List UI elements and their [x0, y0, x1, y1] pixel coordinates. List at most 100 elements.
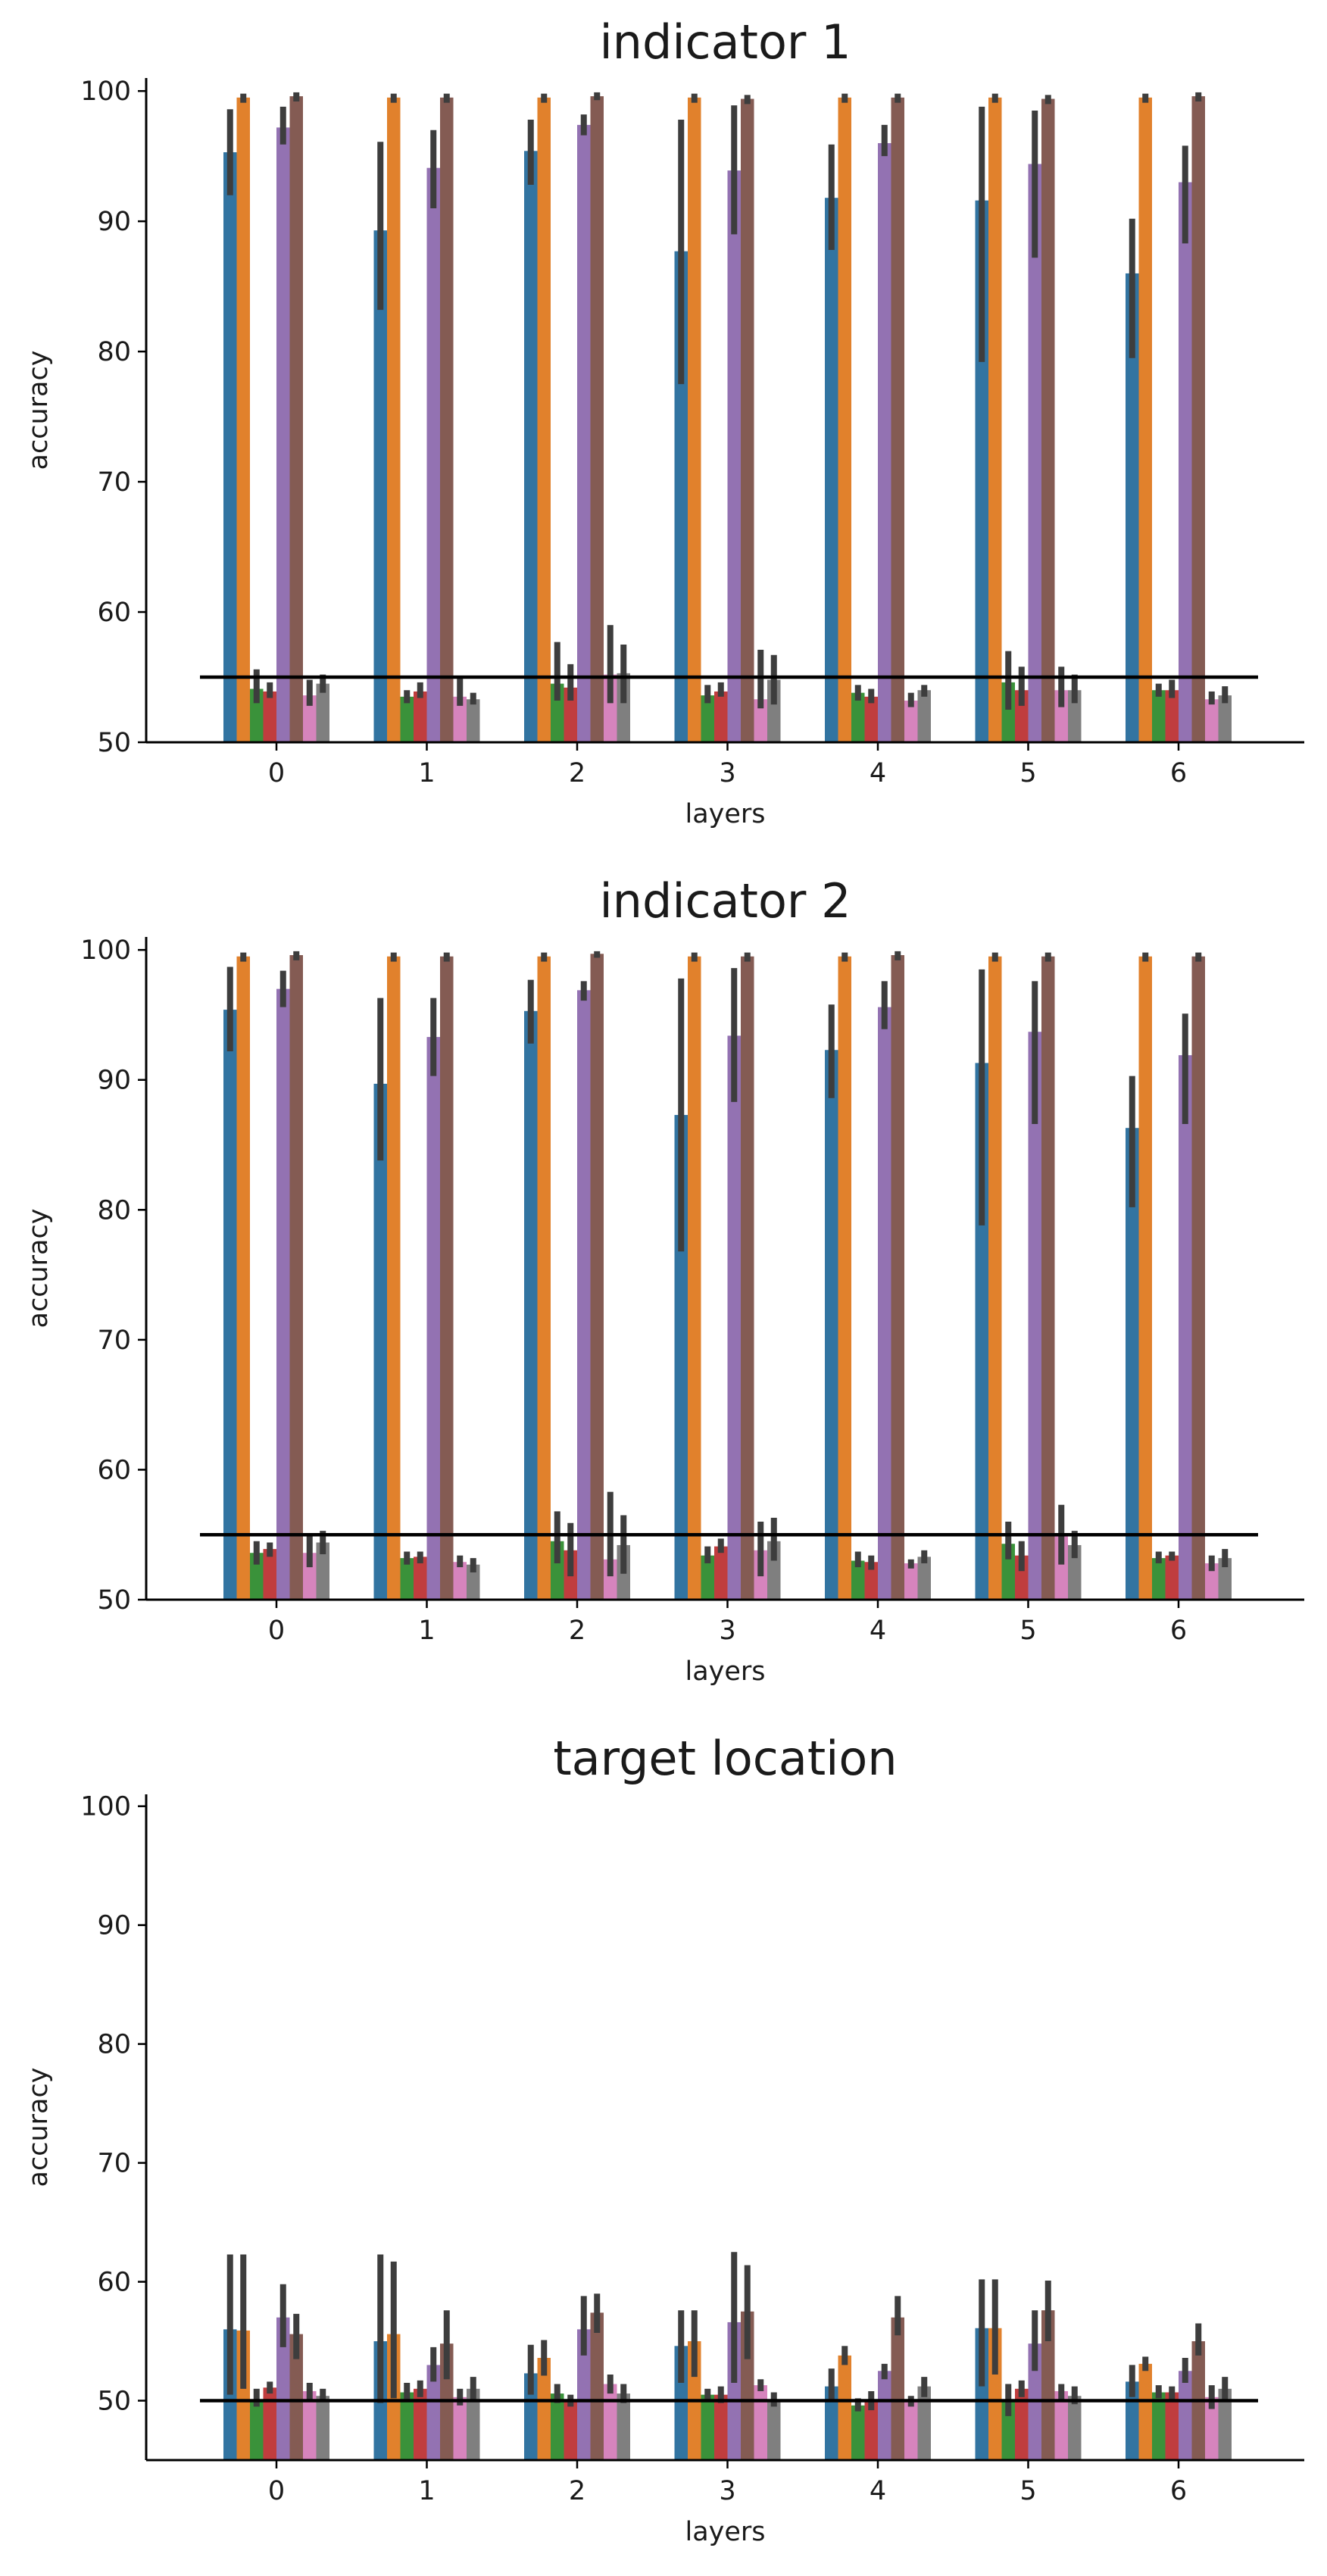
bar	[289, 2334, 303, 2460]
x-tick-label: 0	[268, 2476, 285, 2506]
bar	[276, 2317, 290, 2460]
bar	[1054, 2390, 1068, 2460]
bar	[1165, 1555, 1179, 1600]
bar	[701, 695, 714, 742]
bar	[674, 2346, 688, 2460]
bar	[714, 1546, 728, 1600]
bar	[1068, 690, 1082, 742]
bar	[1205, 1563, 1219, 1600]
bar	[838, 2355, 851, 2460]
bar	[1015, 2388, 1029, 2460]
bar	[467, 2388, 480, 2460]
bar	[741, 2311, 754, 2460]
bar	[1152, 2392, 1166, 2460]
bar	[414, 691, 427, 742]
bar	[767, 1541, 781, 1600]
y-tick-label: 50	[97, 1585, 131, 1616]
bar	[316, 683, 329, 742]
y-tick-label: 60	[97, 2268, 131, 2298]
bar	[825, 198, 838, 742]
bar	[373, 230, 387, 742]
bar	[754, 2385, 767, 2460]
y-tick-label: 80	[97, 337, 131, 367]
bar	[825, 1050, 838, 1600]
bar	[400, 2392, 414, 2460]
bar	[524, 151, 538, 743]
bar	[577, 990, 591, 1600]
bar	[223, 152, 237, 742]
bar	[303, 1553, 317, 1600]
bar	[564, 687, 577, 742]
bar	[551, 683, 564, 742]
bar	[289, 955, 303, 1600]
bar	[988, 956, 1002, 1600]
chart-title: indicator 1	[599, 14, 851, 70]
bar	[577, 2329, 591, 2460]
bar	[714, 2394, 728, 2460]
bar	[1041, 98, 1055, 742]
bar	[1218, 2388, 1232, 2460]
bar	[1028, 1032, 1041, 1600]
chart-panel: 50 60 70 80 90 100 0 1 2 3 4 5 6 layers accuracy target…	[23, 1731, 1304, 2547]
bar	[688, 956, 701, 1600]
bar	[1165, 2392, 1179, 2460]
x-tick-label: 5	[1019, 1616, 1036, 1646]
y-tick-label: 70	[97, 467, 131, 498]
y-tick-label: 70	[97, 2149, 131, 2179]
bar	[891, 2317, 904, 2460]
bar	[414, 1557, 427, 1600]
chart-title: target location	[553, 1731, 897, 1786]
bar	[1126, 1128, 1139, 1600]
bar	[891, 97, 904, 743]
bar	[1191, 96, 1205, 742]
x-tick-label: 2	[569, 1616, 585, 1646]
y-tick-label: 80	[97, 2030, 131, 2060]
bar	[1068, 2396, 1082, 2460]
bar	[604, 674, 617, 742]
bar	[236, 956, 250, 1600]
y-axis-label: accuracy	[23, 2068, 54, 2187]
bar	[1165, 690, 1179, 742]
bar	[1068, 1544, 1082, 1600]
bar	[767, 2399, 781, 2460]
bar	[688, 97, 701, 743]
bar	[537, 2358, 551, 2460]
bar	[414, 2388, 427, 2460]
bar	[864, 1562, 878, 1600]
x-tick-label: 6	[1170, 758, 1187, 788]
x-tick-label: 2	[569, 2476, 585, 2506]
y-axis-label: accuracy	[23, 351, 54, 470]
x-tick-label: 4	[870, 1616, 886, 1646]
y-tick-label: 90	[97, 1066, 131, 1096]
bar	[917, 1557, 931, 1600]
x-tick-label: 6	[1170, 1616, 1187, 1646]
bar	[727, 2322, 741, 2460]
bar	[467, 699, 480, 742]
bar	[975, 1063, 988, 1600]
bar	[975, 200, 988, 742]
bar	[551, 2393, 564, 2460]
bar	[303, 2390, 317, 2460]
bar	[400, 696, 414, 742]
bar	[864, 696, 878, 742]
bar	[440, 956, 454, 1600]
bar	[1001, 2400, 1015, 2460]
bar	[767, 679, 781, 742]
y-tick-label: 50	[97, 2387, 131, 2417]
bar	[236, 97, 250, 743]
bar	[851, 692, 865, 742]
bar	[1218, 1558, 1232, 1600]
bar	[263, 2387, 276, 2460]
bar	[537, 97, 551, 743]
bar	[551, 1541, 564, 1600]
bar	[467, 1564, 480, 1600]
bar	[988, 2328, 1002, 2460]
bar	[727, 170, 741, 743]
bar	[1054, 1535, 1068, 1600]
x-axis-label: layers	[685, 1656, 765, 1687]
bar	[864, 2400, 878, 2460]
bar	[590, 954, 604, 1600]
y-tick-label: 90	[97, 1911, 131, 1941]
bar	[1028, 164, 1041, 743]
